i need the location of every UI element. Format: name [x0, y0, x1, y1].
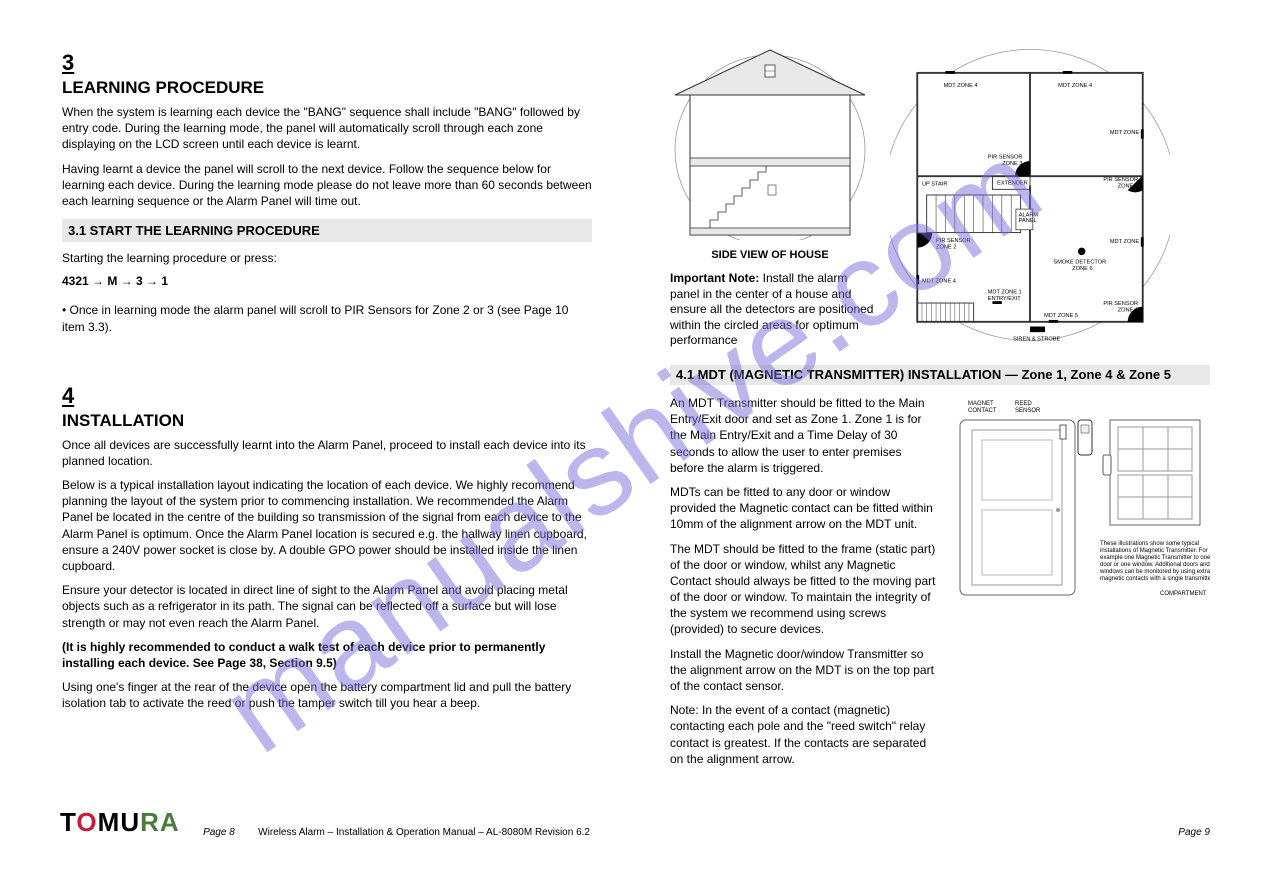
key-sequence: 4321 → M → 3 → 1	[62, 274, 592, 288]
brand-logo: TOMURA	[60, 807, 180, 838]
svg-text:SIREN & STROBE: SIREN & STROBE	[1013, 337, 1060, 343]
section-3-para-1: When the system is learning each device …	[62, 104, 592, 153]
important-note: Important Note: Install the alarm panel …	[670, 271, 880, 349]
svg-text:MDT ZONE 4: MDT ZONE 4	[1058, 83, 1092, 89]
mdt-para-1: An MDT Transmitter should be fitted to t…	[670, 395, 938, 476]
start-learning-text: Starting the learning procedure or press…	[62, 250, 592, 266]
mdt-para-2: MDTs can be fitted to any door or window…	[670, 484, 938, 533]
floor-plan-svg: MDT ZONE 4 MDT ZONE 4 MDT ZONE 4 PIR SEN…	[890, 40, 1170, 350]
top-diagrams: SIDE VIEW OF HOUSE Important Note: Insta…	[670, 40, 1210, 355]
house-side-block: SIDE VIEW OF HOUSE Important Note: Insta…	[670, 40, 880, 355]
svg-text:MDT ZONE 5: MDT ZONE 5	[1110, 239, 1144, 245]
section-4-para-5: Using one's finger at the rear of the de…	[62, 679, 592, 711]
mdt-diagram-block: MAGNETCONTACT REEDSENSOR	[950, 395, 1210, 775]
section-4-para-2: Below is a typical installation layout i…	[62, 477, 592, 574]
house-side-svg	[670, 40, 870, 240]
svg-text:EXTENDER: EXTENDER	[997, 181, 1028, 187]
svg-text:UP STAIR: UP STAIR	[922, 182, 947, 188]
important-note-title: Important Note:	[670, 271, 759, 285]
footer-page-right: Page 9	[1178, 827, 1210, 838]
mdt-para-3: The MDT should be fitted to the frame (s…	[670, 541, 938, 638]
floor-plan-block: MDT ZONE 4 MDT ZONE 4 MDT ZONE 4 PIR SEN…	[890, 40, 1170, 355]
section-4-title: INSTALLATION	[62, 411, 592, 431]
svg-text:MDT ZONE 4: MDT ZONE 4	[922, 278, 956, 284]
subsection-4-1-bar: 4.1 MDT (MAGNETIC TRANSMITTER) INSTALLAT…	[670, 365, 1210, 385]
svg-text:MDT ZONE 1ENTRY/EXIT: MDT ZONE 1ENTRY/EXIT	[988, 290, 1022, 303]
subsection-3-1-bar: 3.1 START THE LEARNING PROCEDURE	[62, 219, 592, 242]
mdt-para-4: Install the Magnetic door/window Transmi…	[670, 646, 938, 695]
svg-text:These illustrations show some: These illustrations show some typical in…	[1099, 541, 1210, 582]
left-page: 3 LEARNING PROCEDURE When the system is …	[62, 50, 592, 720]
footer-doc-title: Wireless Alarm – Installation & Operatio…	[258, 827, 590, 838]
section-4-para-1: Once all devices are successfully learnt…	[62, 437, 592, 469]
svg-text:COMPARTMENT: COMPARTMENT	[1160, 591, 1207, 597]
svg-text:MAGNETCONTACT: MAGNETCONTACT	[968, 401, 997, 414]
left-footer: TOMURA Page 8 Wireless Alarm – Installat…	[60, 807, 590, 838]
section-3-number: 3	[62, 50, 592, 76]
svg-text:MDT ZONE 5: MDT ZONE 5	[1044, 313, 1078, 319]
svg-text:MDT ZONE 4: MDT ZONE 4	[1110, 130, 1144, 136]
mdt-install-svg: MAGNETCONTACT REEDSENSOR	[950, 395, 1210, 625]
section-4-number: 4	[62, 383, 592, 409]
svg-text:MDT ZONE 4: MDT ZONE 4	[944, 83, 978, 89]
side-view-label: SIDE VIEW OF HOUSE	[670, 249, 870, 261]
footer-page-left: Page 8	[203, 827, 235, 838]
right-lower-content: An MDT Transmitter should be fitted to t…	[670, 395, 1210, 775]
svg-text:REEDSENSOR: REEDSENSOR	[1015, 401, 1041, 414]
mdt-para-5: Note: In the event of a contact (magneti…	[670, 702, 938, 767]
right-footer: Page 9	[670, 827, 1210, 838]
right-page: SIDE VIEW OF HOUSE Important Note: Insta…	[670, 40, 1210, 775]
section-4-para-3: Ensure your detector is located in direc…	[62, 582, 592, 631]
subsection-3-1-note: • Once in learning mode the alarm panel …	[62, 302, 592, 334]
section-3-title: LEARNING PROCEDURE	[62, 78, 592, 98]
section-3-para-2: Having learnt a device the panel will sc…	[62, 161, 592, 210]
right-text-column: An MDT Transmitter should be fitted to t…	[670, 395, 938, 775]
svg-text:ALARMPANEL: ALARMPANEL	[1019, 213, 1039, 225]
section-4-para-4: (It is highly recommended to conduct a w…	[62, 639, 592, 671]
